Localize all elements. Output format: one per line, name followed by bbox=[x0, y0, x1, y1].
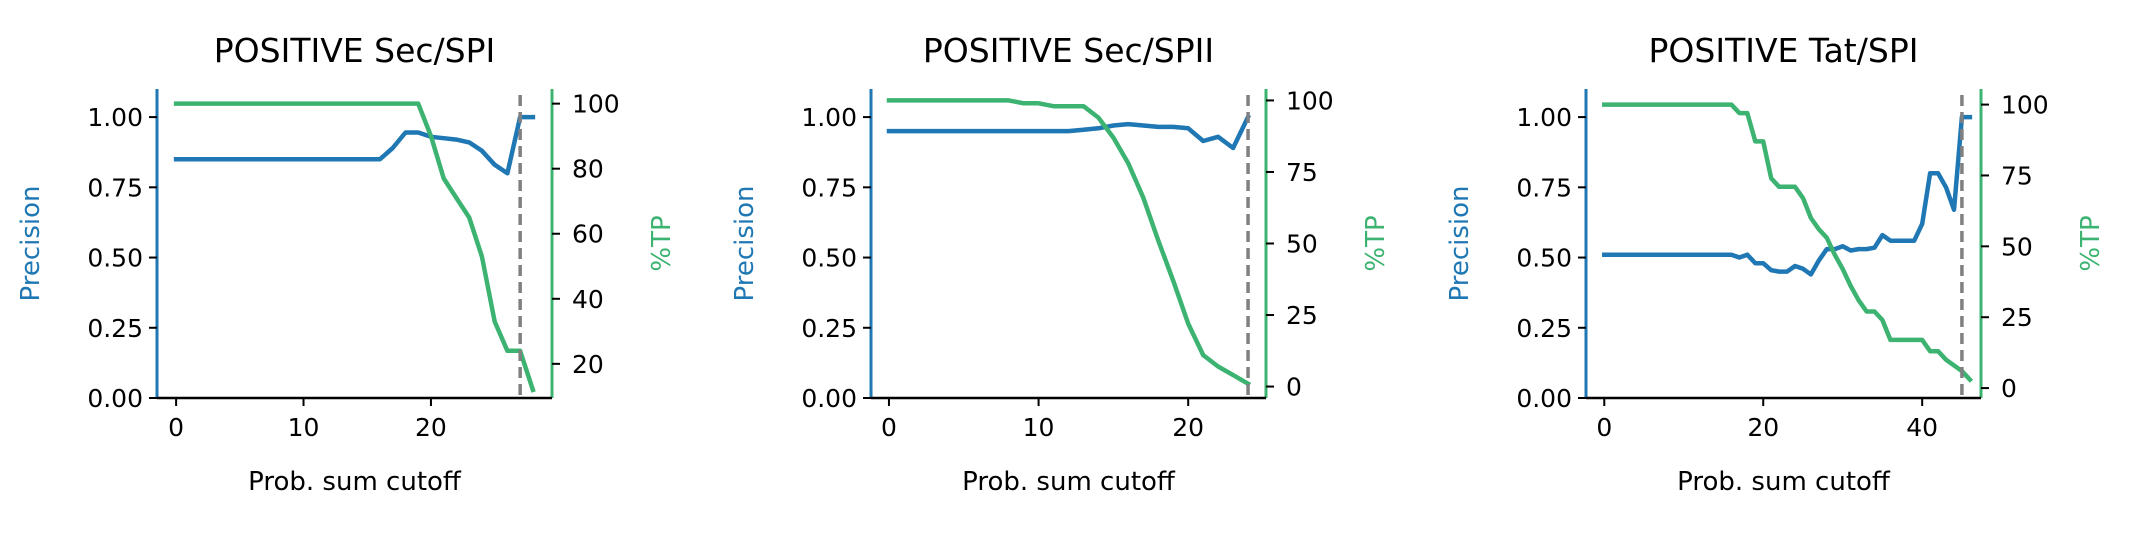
y-tick-label: 0.50 bbox=[87, 244, 143, 273]
y-tick-label: 0.00 bbox=[87, 384, 143, 413]
precision-series-line bbox=[173, 114, 536, 176]
tp-series-line bbox=[173, 101, 536, 393]
x-tick-label: 20 bbox=[1747, 413, 1779, 442]
y-tick-label: 0.75 bbox=[801, 173, 857, 202]
y-axis-label: Precision bbox=[1445, 185, 1475, 301]
y-tick-label: 0.25 bbox=[801, 314, 857, 343]
x-tick-label: 10 bbox=[288, 413, 320, 442]
right-y-tick-label: 75 bbox=[1286, 158, 1318, 187]
y-tick-label: 0.00 bbox=[801, 384, 857, 413]
right-y-tick-label: 50 bbox=[1286, 230, 1318, 259]
right-y-tick-label: 50 bbox=[2001, 232, 2033, 261]
right-y-tick-label: 80 bbox=[572, 155, 604, 184]
right-y-axis-label: %TP bbox=[2076, 215, 2106, 271]
x-axis-label: Prob. sum cutoff bbox=[248, 467, 462, 497]
x-tick-label: 20 bbox=[1172, 413, 1204, 442]
right-y-tick-label: 100 bbox=[1286, 86, 1334, 115]
x-tick-label: 0 bbox=[168, 413, 184, 442]
y-tick-label: 0.25 bbox=[87, 314, 143, 343]
y-tick-label: 0.75 bbox=[87, 173, 143, 202]
y-axis-label: Precision bbox=[730, 185, 760, 301]
chart-panel-2: POSITIVE Sec/SPII 0 10 20 0.00 0.25 0.50 0.75 1.… bbox=[730, 31, 1391, 497]
precision-series-line bbox=[1602, 114, 1973, 277]
right-y-tick-label: 40 bbox=[572, 285, 604, 314]
right-y-tick-label: 100 bbox=[2001, 91, 2049, 120]
right-y-tick-label: 0 bbox=[2001, 374, 2017, 403]
right-y-tick-label: 60 bbox=[572, 220, 604, 249]
right-y-tick-label: 75 bbox=[2001, 161, 2033, 190]
x-tick-label: 10 bbox=[1023, 413, 1055, 442]
right-y-axis-label: %TP bbox=[1361, 215, 1391, 271]
x-axis-label: Prob. sum cutoff bbox=[1677, 467, 1891, 497]
x-tick-label: 0 bbox=[1596, 413, 1612, 442]
right-y-tick-label: 25 bbox=[2001, 303, 2033, 332]
y-tick-label: 0.00 bbox=[1516, 384, 1572, 413]
chart-title: POSITIVE Tat/SPI bbox=[1649, 31, 1919, 70]
y-tick-label: 0.50 bbox=[801, 244, 857, 273]
chart-panel-3: POSITIVE Tat/SPI 0 20 40 0.00 0.25 0.50 0.75 1.0… bbox=[1445, 31, 2106, 497]
right-y-tick-label: 25 bbox=[1286, 301, 1318, 330]
tp-series-line bbox=[886, 98, 1252, 387]
y-tick-label: 0.50 bbox=[1516, 244, 1572, 273]
right-y-axis-label: %TP bbox=[647, 215, 677, 271]
y-tick-label: 1.00 bbox=[801, 103, 857, 132]
chart-panel-1: POSITIVE Sec/SPI 0 10 20 0.00 0.25 0.50 0.75 1.0… bbox=[16, 31, 677, 497]
x-tick-label: 0 bbox=[881, 413, 897, 442]
right-y-tick-label: 100 bbox=[572, 90, 620, 119]
chart-title: POSITIVE Sec/SPII bbox=[923, 31, 1214, 70]
y-axis-label: Precision bbox=[16, 185, 46, 301]
x-tick-label: 20 bbox=[415, 413, 447, 442]
x-axis-label: Prob. sum cutoff bbox=[962, 467, 1176, 497]
y-tick-label: 1.00 bbox=[1516, 103, 1572, 132]
tp-series-line bbox=[1602, 102, 1974, 383]
y-tick-label: 1.00 bbox=[87, 103, 143, 132]
precision-series-line bbox=[886, 114, 1252, 151]
y-tick-label: 0.25 bbox=[1516, 314, 1572, 343]
y-tick-label: 0.75 bbox=[1516, 173, 1572, 202]
x-tick-label: 40 bbox=[1906, 413, 1938, 442]
right-y-tick-label: 0 bbox=[1286, 373, 1302, 402]
right-y-tick-label: 20 bbox=[572, 350, 604, 379]
chart-title: POSITIVE Sec/SPI bbox=[214, 31, 495, 70]
